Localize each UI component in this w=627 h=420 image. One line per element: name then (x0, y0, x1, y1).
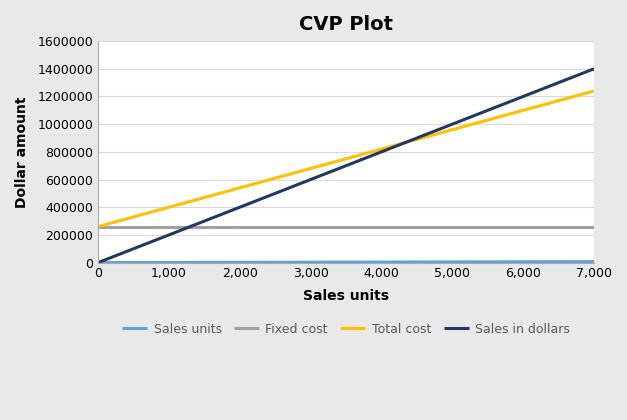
Legend: Sales units, Fixed cost, Total cost, Sales in dollars: Sales units, Fixed cost, Total cost, Sal… (117, 318, 575, 341)
X-axis label: Sales units: Sales units (303, 289, 389, 303)
Y-axis label: Dollar amount: Dollar amount (15, 96, 29, 207)
Title: CVP Plot: CVP Plot (299, 15, 393, 34)
